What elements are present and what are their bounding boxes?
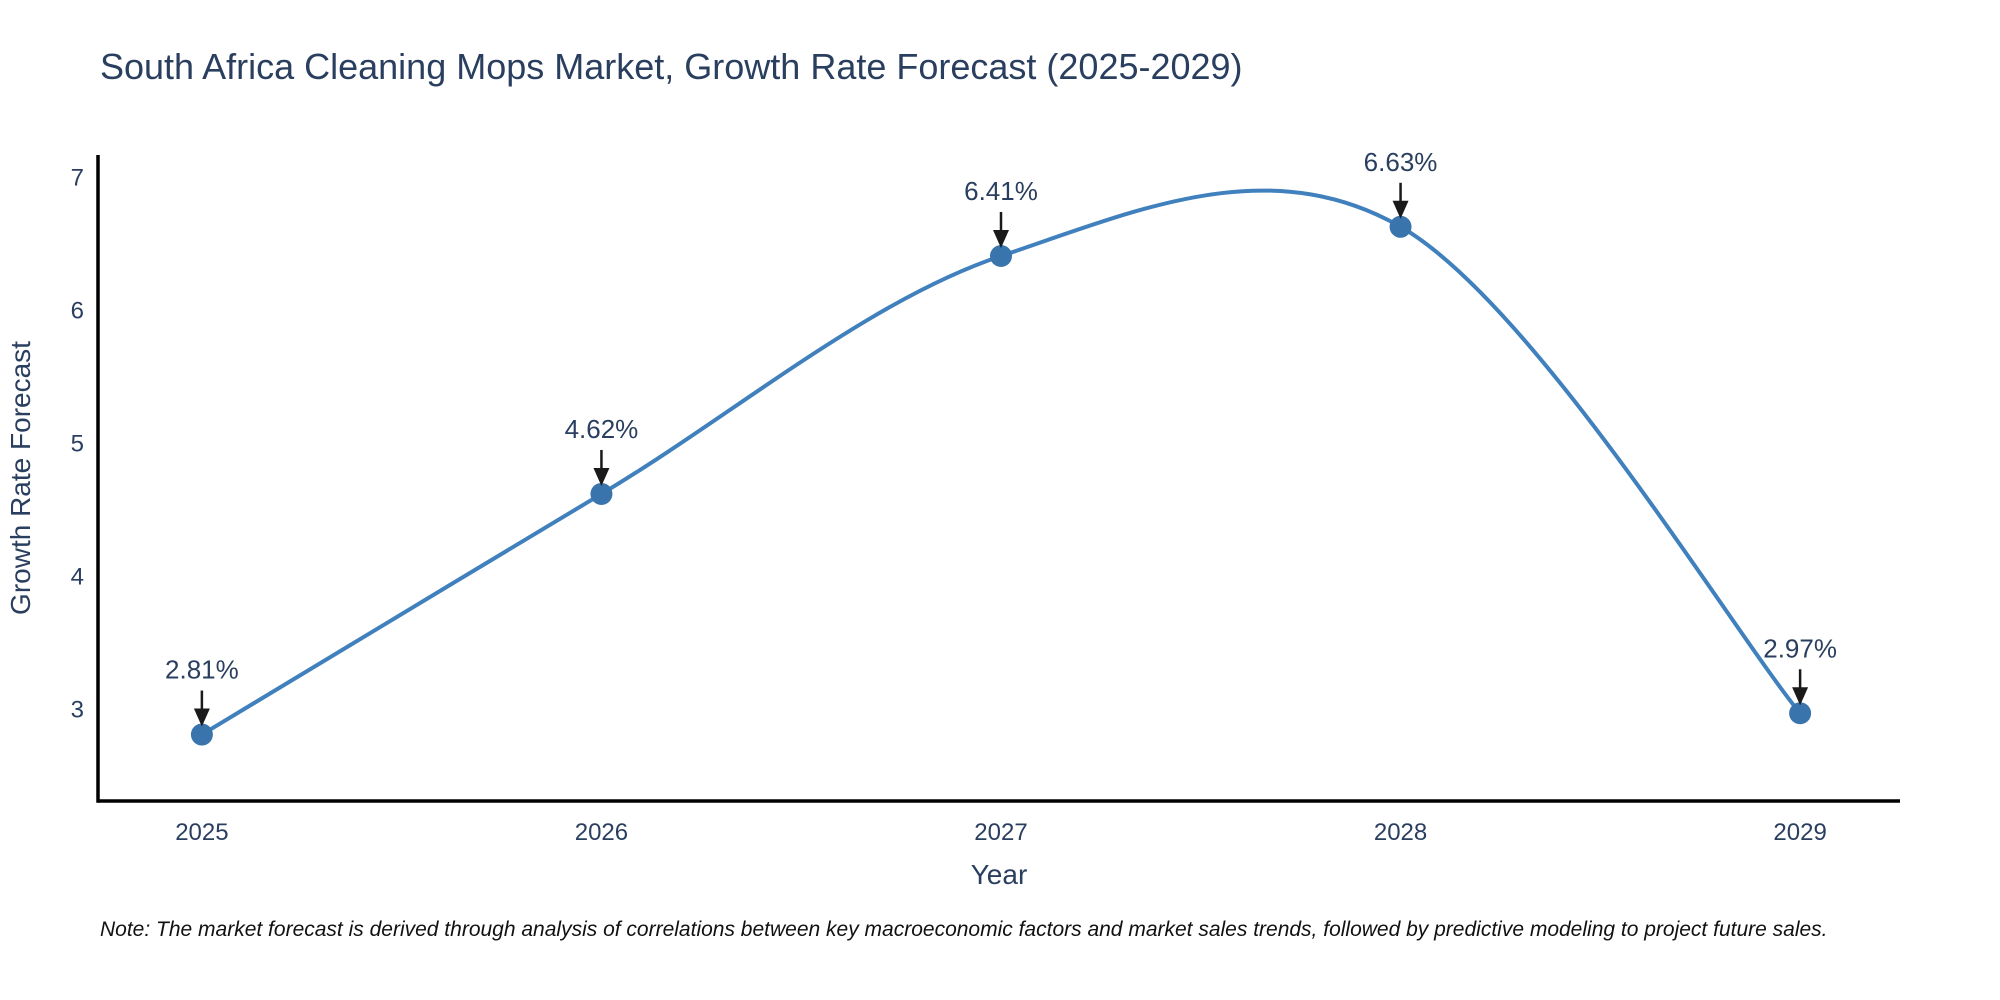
annotation-arrow-head: [1792, 687, 1809, 706]
data-point-value-label: 2.81%: [165, 655, 239, 685]
data-point-marker: [1789, 702, 1812, 725]
annotation-arrow-head: [593, 467, 610, 486]
data-point-value-label: 6.63%: [1364, 147, 1438, 177]
chart-title: South Africa Cleaning Mops Market, Growt…: [100, 46, 1243, 87]
data-point-marker: [1389, 215, 1412, 238]
annotation-arrow-head: [1392, 200, 1409, 219]
data-point-value-label: 2.97%: [1763, 633, 1837, 663]
y-tick-label: 6: [71, 298, 84, 325]
data-point-marker: [989, 245, 1012, 268]
x-tick-label: 2025: [175, 819, 228, 846]
footnote: Note: The market forecast is derived thr…: [100, 918, 1828, 941]
forecast-spline-line: [199, 188, 1803, 737]
x-axis-title: Year: [971, 859, 1028, 890]
data-point-marker: [190, 723, 213, 746]
annotation-arrow-head: [193, 708, 210, 727]
data-point-marker: [590, 482, 613, 505]
data-point-value-label: 6.41%: [964, 176, 1038, 206]
x-tick-label: 2028: [1374, 819, 1427, 846]
y-tick-label: 3: [71, 696, 84, 723]
x-tick-label: 2026: [575, 819, 628, 846]
y-axis-title: Growth Rate Forecast: [5, 341, 36, 615]
data-point-value-label: 4.62%: [565, 414, 639, 444]
y-tick-label: 4: [71, 563, 84, 590]
y-tick-label: 7: [71, 165, 84, 192]
x-tick-label: 2029: [1773, 819, 1826, 846]
x-tick-label: 2027: [974, 819, 1027, 846]
annotation-arrow-head: [992, 230, 1009, 249]
y-tick-label: 5: [71, 430, 84, 457]
